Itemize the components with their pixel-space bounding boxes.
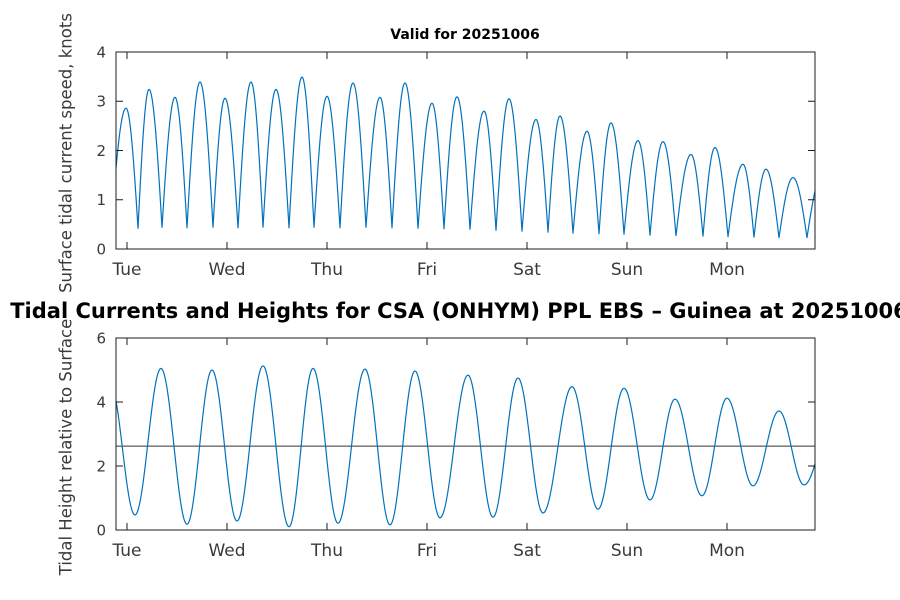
y-tick-label: 3 <box>96 93 106 111</box>
x-tick-label: Mon <box>709 541 745 561</box>
x-tick-label: Sun <box>611 541 643 561</box>
y-tick-label: 4 <box>96 393 106 411</box>
x-tick-label: Fri <box>417 260 437 280</box>
data-curve <box>116 365 815 528</box>
suptitle: Tidal Currents and Heights for CSA (ONHY… <box>10 299 900 323</box>
top-plot-ylabel: Surface tidal current speed, knots <box>56 13 76 293</box>
y-tick-label: 2 <box>96 142 106 160</box>
x-tick-label: Wed <box>208 260 245 280</box>
plot-border <box>115 51 816 250</box>
x-tick-label: Wed <box>208 541 245 561</box>
data-curve <box>116 76 815 239</box>
y-tick-label: 6 <box>96 329 106 347</box>
x-tick-label: Sat <box>513 260 541 280</box>
bottom-plot-ylabel: Tidal Height relative to Surface <box>56 318 76 576</box>
x-tick-label: Sun <box>611 260 643 280</box>
y-tick-label: 4 <box>96 43 106 61</box>
x-tick-label: Tue <box>111 260 141 280</box>
x-tick-label: Tue <box>111 541 141 561</box>
y-tick-label: 0 <box>96 521 106 539</box>
x-tick-label: Fri <box>417 541 437 561</box>
x-tick-label: Mon <box>709 260 745 280</box>
y-tick-label: 2 <box>96 457 106 475</box>
x-tick-label: Thu <box>310 260 343 280</box>
top-plot-title: Valid for 20251006 <box>390 27 540 43</box>
plot-border <box>115 337 816 531</box>
y-tick-label: 0 <box>96 240 106 258</box>
x-tick-label: Thu <box>310 541 343 561</box>
y-tick-label: 1 <box>96 191 106 209</box>
plot-area <box>116 365 815 528</box>
plot-area <box>116 76 815 239</box>
x-tick-label: Sat <box>513 541 541 561</box>
